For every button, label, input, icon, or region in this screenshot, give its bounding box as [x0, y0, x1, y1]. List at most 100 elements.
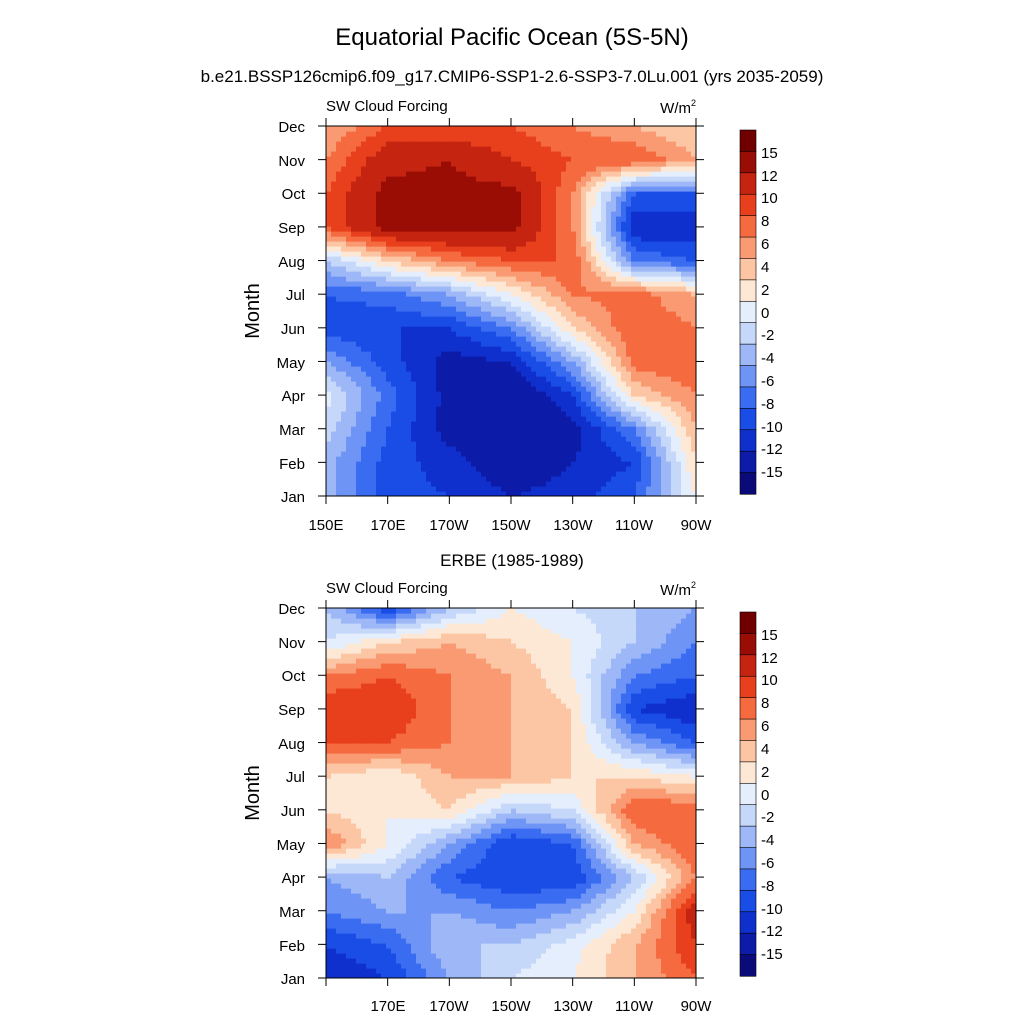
heatmap-cell: [541, 261, 547, 267]
heatmap-cell: [671, 476, 677, 482]
heatmap-cell: [676, 461, 682, 467]
heatmap-cell: [521, 441, 527, 447]
heatmap-cell: [361, 436, 367, 442]
heatmap-cell: [506, 386, 512, 392]
heatmap-cell: [586, 421, 592, 427]
heatmap-cell: [651, 176, 657, 182]
heatmap-cell: [386, 466, 392, 472]
heatmap-cell: [561, 236, 567, 242]
heatmap-cell: [586, 341, 592, 347]
heatmap-cell: [511, 491, 517, 496]
heatmap-cell: [416, 276, 422, 282]
heatmap-cell: [671, 226, 677, 232]
heatmap-cell: [441, 196, 447, 202]
heatmap-cell: [496, 486, 502, 492]
heatmap-cell: [686, 376, 692, 382]
heatmap-cell: [566, 166, 572, 172]
heatmap-cell: [531, 356, 537, 362]
heatmap-cell: [591, 166, 597, 172]
heatmap-cell: [546, 226, 552, 232]
heatmap-cell: [376, 486, 382, 492]
heatmap-cell: [651, 441, 657, 447]
heatmap-cell: [341, 381, 347, 387]
heatmap-cell: [641, 421, 647, 427]
heatmap-cell: [541, 176, 547, 182]
heatmap-cell: [351, 171, 357, 177]
heatmap-cell: [526, 181, 532, 187]
heatmap-cell: [596, 466, 602, 472]
heatmap-cell: [356, 181, 362, 187]
heatmap-cell: [431, 426, 437, 432]
heatmap-cell: [416, 261, 422, 267]
heatmap-cell: [636, 461, 642, 467]
heatmap-cell: [676, 166, 682, 172]
heatmap-cell: [356, 221, 362, 227]
heatmap-cell: [496, 421, 502, 427]
heatmap-cell: [466, 491, 472, 496]
heatmap-cell: [531, 211, 537, 217]
heatmap-cell: [621, 456, 627, 462]
heatmap-cell: [581, 441, 587, 447]
heatmap-cell: [501, 266, 507, 272]
heatmap-cell: [366, 316, 372, 322]
heatmap-cell: [371, 196, 377, 202]
heatmap-cell: [466, 181, 472, 187]
heatmap-cell: [661, 216, 667, 222]
heatmap-cell: [601, 371, 607, 377]
heatmap-cell: [656, 426, 662, 432]
heatmap-cell: [516, 426, 522, 432]
heatmap-cell: [601, 311, 607, 317]
heatmap-cell: [656, 491, 662, 496]
heatmap-cell: [381, 386, 387, 392]
heatmap-cell: [661, 266, 667, 272]
heatmap-cell: [566, 376, 572, 382]
heatmap-cell: [656, 186, 662, 192]
heatmap-cell: [381, 436, 387, 442]
heatmap-cell: [446, 471, 452, 477]
heatmap-cell: [496, 346, 502, 352]
heatmap-cell: [381, 191, 387, 197]
heatmap-cell: [406, 176, 412, 182]
heatmap-cell: [636, 216, 642, 222]
heatmap-cell: [366, 341, 372, 347]
heatmap-cell: [481, 336, 487, 342]
heatmap-cell: [651, 371, 657, 377]
heatmap-cell: [406, 181, 412, 187]
heatmap-cell: [521, 486, 527, 492]
heatmap-cell: [601, 401, 607, 407]
heatmap-cell: [551, 466, 557, 472]
heatmap-cell: [431, 306, 437, 312]
heatmap-cell: [451, 156, 457, 162]
heatmap-cell: [466, 156, 472, 162]
heatmap-cell: [346, 386, 352, 392]
heatmap-cell: [481, 446, 487, 452]
heatmap-cell: [481, 306, 487, 312]
heatmap-cell: [526, 486, 532, 492]
heatmap-cell: [511, 376, 517, 382]
heatmap-cell: [586, 171, 592, 177]
heatmap-cell: [441, 226, 447, 232]
heatmap-cell: [581, 386, 587, 392]
heatmap-cell: [466, 286, 472, 292]
heatmap-cell: [476, 201, 482, 207]
heatmap-cell: [656, 451, 662, 457]
heatmap-cell: [651, 436, 657, 442]
heatmap-cell: [546, 236, 552, 242]
heatmap-cell: [506, 191, 512, 197]
heatmap-cell: [326, 216, 332, 222]
heatmap-cell: [556, 486, 562, 492]
heatmap-cell: [366, 201, 372, 207]
heatmap-cell: [356, 281, 362, 287]
heatmap-cell: [651, 476, 657, 482]
heatmap-cell: [426, 216, 432, 222]
heatmap-cell: [461, 196, 467, 202]
heatmap-cell: [506, 466, 512, 472]
heatmap-cell: [676, 261, 682, 267]
heatmap-cell: [486, 286, 492, 292]
heatmap-cell: [661, 241, 667, 247]
heatmap-cell: [691, 446, 696, 452]
heatmap-cell: [556, 211, 562, 217]
heatmap-cell: [436, 486, 442, 492]
heatmap-cell: [636, 296, 642, 302]
heatmap-cell: [691, 486, 696, 492]
